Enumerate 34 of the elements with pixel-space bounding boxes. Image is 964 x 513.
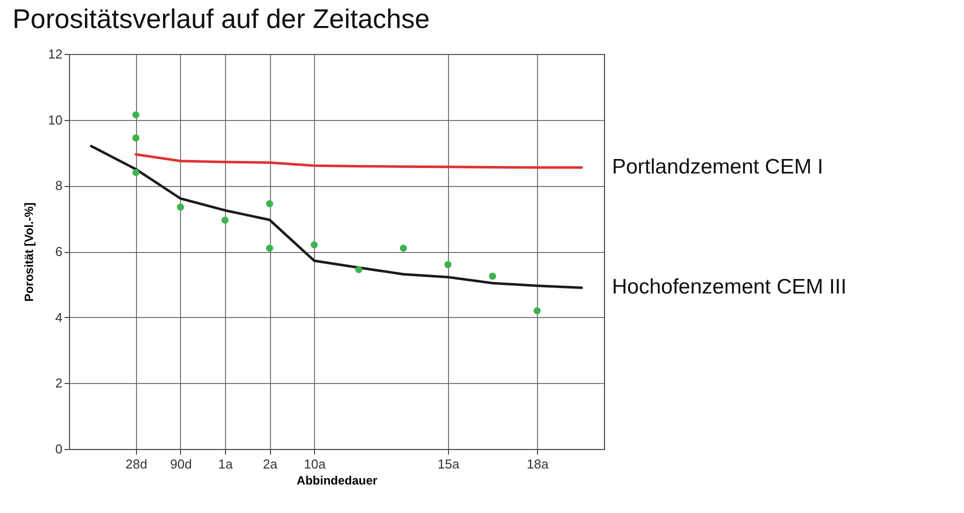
x-tick-label: 1a <box>218 456 234 472</box>
point <box>266 200 274 208</box>
series-label: Hochofenzement CEM III <box>612 276 847 299</box>
x-tick-label: 10a <box>304 456 326 472</box>
point <box>400 244 407 252</box>
point <box>534 307 541 314</box>
point <box>310 241 318 248</box>
point <box>489 272 496 280</box>
point <box>132 134 140 142</box>
x-tick-label: 15a <box>438 456 460 472</box>
x-tick-label: 90d <box>170 456 192 472</box>
point <box>266 244 274 252</box>
x-tick-label: 2a <box>262 456 278 472</box>
point <box>222 216 229 224</box>
y-tick-label: 12 <box>48 46 62 62</box>
x-axis-title: Abbindedauer <box>296 474 378 488</box>
point <box>355 266 362 274</box>
chart-title: Porositätsverlauf auf der Zeitachse <box>12 4 430 34</box>
line-series <box>90 144 583 289</box>
series-label: Portlandzement CEM I <box>612 156 824 179</box>
y-tick-label: 8 <box>55 178 62 194</box>
point <box>132 111 140 118</box>
y-tick-label: 0 <box>55 442 62 456</box>
line-series <box>134 153 583 169</box>
y-tick-label: 10 <box>48 112 62 128</box>
point <box>176 204 184 211</box>
y-tick-label: 2 <box>55 376 62 391</box>
y-tick-label: 4 <box>55 310 62 325</box>
point <box>444 261 452 268</box>
y-axis-title: Porosität [Vol.-%] <box>22 202 36 302</box>
x-tick-label: 28d <box>126 456 148 472</box>
y-tick-label: 6 <box>55 244 62 259</box>
point <box>132 168 140 176</box>
x-tick-label: 18a <box>526 456 550 472</box>
